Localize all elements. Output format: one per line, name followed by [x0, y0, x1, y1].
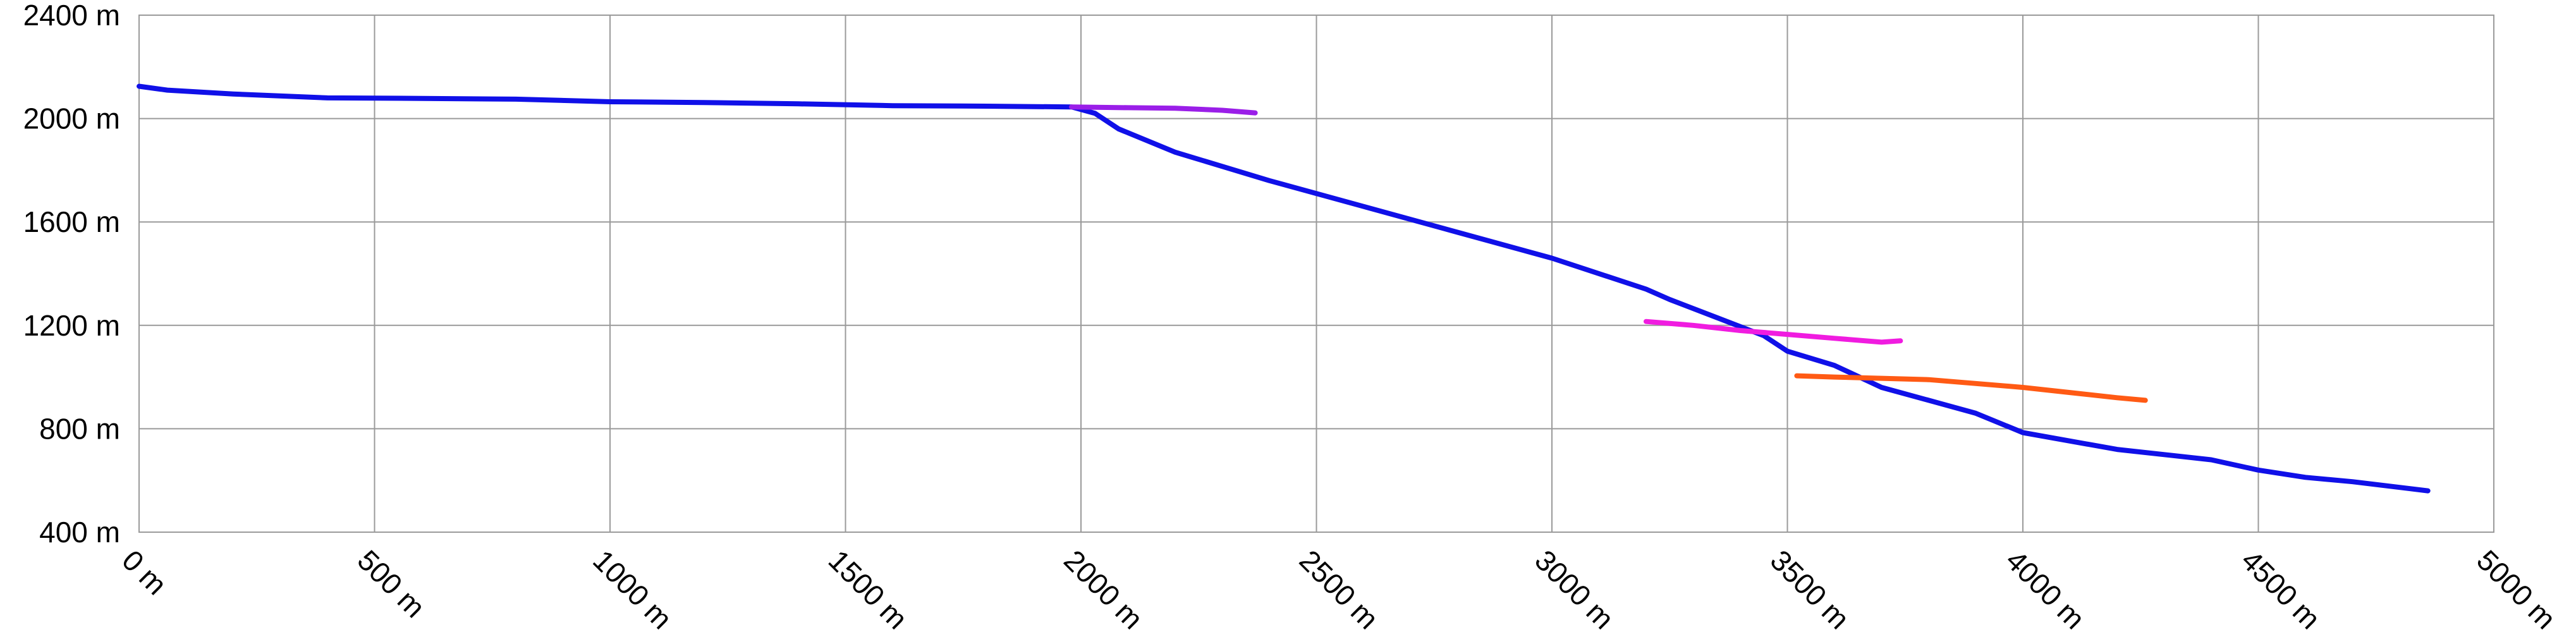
y-tick-label: 800 m — [39, 412, 120, 445]
chart-grid — [138, 15, 2494, 533]
series-line-1 — [137, 83, 2431, 494]
x-tick-label: 0 m — [116, 544, 173, 601]
series-line-3 — [1644, 319, 1903, 345]
x-axis-labels: 0 m 500 m 1000 m 1500 m 2000 m 2500 m 3000 m 35… — [116, 544, 2562, 632]
x-tick-label: 3500 m — [1764, 544, 1856, 632]
series-group — [137, 83, 2431, 494]
y-tick-label: 1200 m — [23, 309, 120, 342]
x-tick-label: 1500 m — [822, 544, 914, 632]
x-tick-label: 2500 m — [1293, 544, 1385, 632]
x-tick-label: 2000 m — [1058, 544, 1149, 632]
x-tick-label: 500 m — [351, 544, 432, 624]
y-tick-label: 2400 m — [23, 0, 120, 32]
y-axis-labels: 400 m 800 m 1200 m 1600 m 2000 m 2400 m — [23, 0, 120, 549]
series-line-2 — [1069, 104, 1258, 116]
x-tick-label: 5000 m — [2470, 544, 2562, 632]
y-tick-label: 1600 m — [23, 205, 120, 238]
x-tick-label: 1000 m — [587, 544, 678, 632]
y-tick-label: 2000 m — [23, 102, 120, 135]
x-tick-label: 3000 m — [1529, 544, 1620, 632]
plot-area-border — [138, 15, 2494, 533]
x-tick-label: 4500 m — [2235, 544, 2327, 632]
series-line-4 — [1794, 373, 2148, 403]
x-tick-label: 4000 m — [1999, 544, 2091, 632]
y-tick-label: 400 m — [39, 516, 120, 549]
